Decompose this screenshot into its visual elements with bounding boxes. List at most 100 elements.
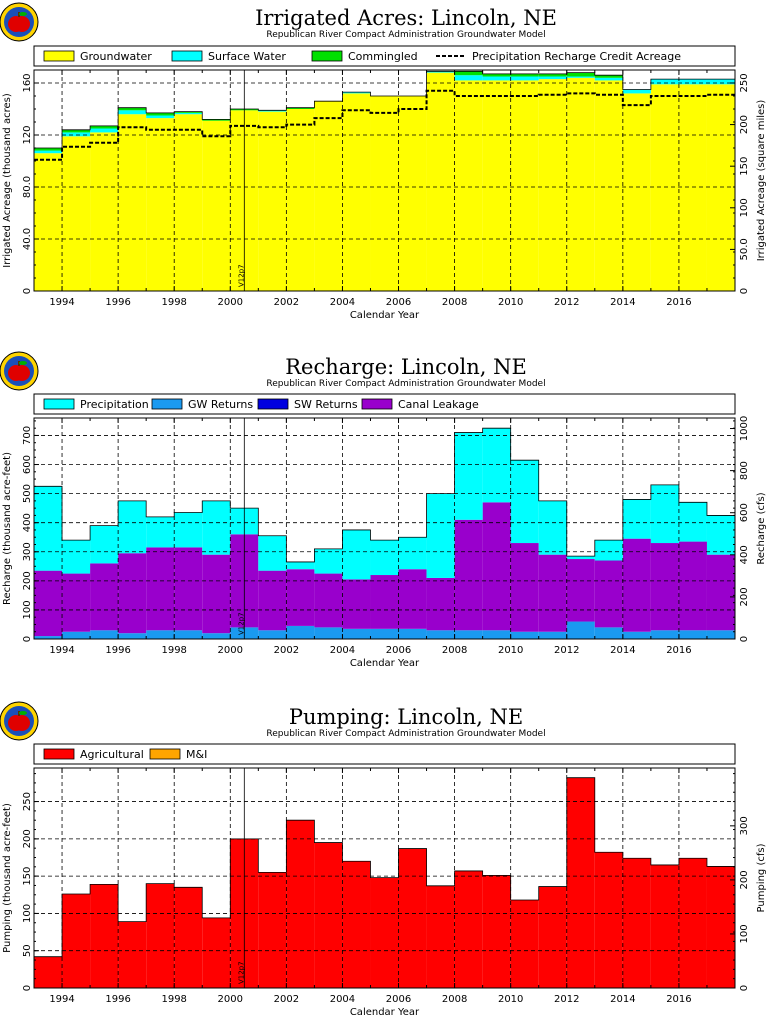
x-tick-label: 2006 [386,297,411,308]
bar-segment [426,630,455,639]
bar-segment [454,75,483,81]
bar [622,858,651,988]
y-right-tick-label: 50.0 [739,238,750,260]
bar-segment [566,556,595,560]
bar [426,885,455,988]
y-tick-label: 600 [22,455,33,474]
logo-leaf [19,361,27,365]
bar-segment [706,554,735,631]
logo-stem [18,12,20,17]
bar-segment [622,93,651,292]
x-axis-label: Calendar Year [350,310,420,321]
bar-segment [34,570,63,637]
bar-segment [286,109,315,291]
bar-segment [146,115,175,119]
bar-segment [650,543,679,631]
bar-segment [426,72,455,291]
bar-segment [370,628,399,639]
bar-segment [426,71,455,73]
x-tick-label: 1996 [105,297,130,308]
legend-label: Canal Leakage [398,398,479,411]
legend-item-surface-water: Surface Water [171,50,286,63]
logo-apple-right [14,715,30,731]
bar [706,866,735,988]
bar-segment [454,80,483,292]
y-tick-label: 0 [22,288,33,294]
bar-segment [622,538,651,632]
bar-segment [482,76,511,81]
bar-segment [286,625,315,639]
x-tick-label: 1994 [49,297,74,308]
x-tick-label: 2002 [274,297,299,308]
x-tick-label: 2002 [274,645,299,656]
bar-segment [566,76,595,78]
bar-segment [174,111,203,113]
x-tick-label: 2000 [218,645,243,656]
bar-outline [34,777,735,958]
logo-apple-right [14,16,30,32]
plot-frame [33,69,736,292]
bar-segment [202,120,231,291]
series-precipitation [34,428,735,580]
bar-segment [566,77,595,291]
x-tick-label: 2014 [610,645,635,656]
bar-segment [594,627,623,639]
bar-segment [314,627,343,639]
plot-frame [33,417,736,640]
bar-segment [146,118,175,291]
bar [342,861,371,988]
series-agricultural [34,777,735,988]
bar-segment [118,107,147,111]
bar-segment [286,561,315,570]
y-tick-label: 200 [22,829,33,848]
bar-segment [622,89,651,94]
logo-stem [18,361,20,366]
bar-segment [258,535,287,571]
bar-segment [174,114,203,291]
x-tick-label: 2004 [330,994,355,1005]
legend-item-agricultural: Agricultural [43,748,144,761]
legend-item-sw-returns: SW Returns [257,398,358,411]
legend-label: Precipitation [80,398,149,411]
bar [314,842,343,988]
x-tick-label: 2016 [666,645,691,656]
bar-segment [678,502,707,542]
bar-segment [118,633,147,639]
bar-segment [62,136,91,291]
bar-segment [342,579,371,629]
legend-swatch [43,398,75,410]
bar-segment [62,631,91,639]
y-right-axis-label: Recharge (cfs) [756,492,767,564]
bar-segment [342,628,371,639]
bar-segment [370,575,399,629]
bar-segment [454,519,483,631]
bar-segment [426,493,455,578]
bar [62,894,91,988]
bar-segment [90,132,119,291]
y-right-tick-label: 100 [739,924,750,943]
bar-segment [454,630,483,639]
bar-segment [482,630,511,639]
bar-segment [314,548,343,574]
y-tick-label: 150 [22,867,33,886]
bar-segment [538,73,567,77]
y-right-tick-label: 600 [739,503,750,522]
bar-segment [538,554,567,632]
x-tick-label: 2008 [442,994,467,1005]
bar [174,887,203,988]
legend [33,45,736,67]
y-right-tick-label: 100 [739,198,750,217]
bar-segment [90,125,119,129]
bar-segment [118,114,147,291]
bar-segment [538,76,567,80]
legend-item-m-i: M&I [149,748,207,761]
bar-segment [314,573,343,628]
bar-segment [202,119,231,121]
series-precipitation-recharge-credit-line [34,89,735,161]
legend-label: M&I [186,748,207,761]
x-axis-label: Calendar Year [350,658,420,669]
model-version-label: V12p7 [237,961,245,984]
bar-segment [510,460,539,544]
x-tick-label: 2000 [218,994,243,1005]
bar-segment [90,525,119,564]
